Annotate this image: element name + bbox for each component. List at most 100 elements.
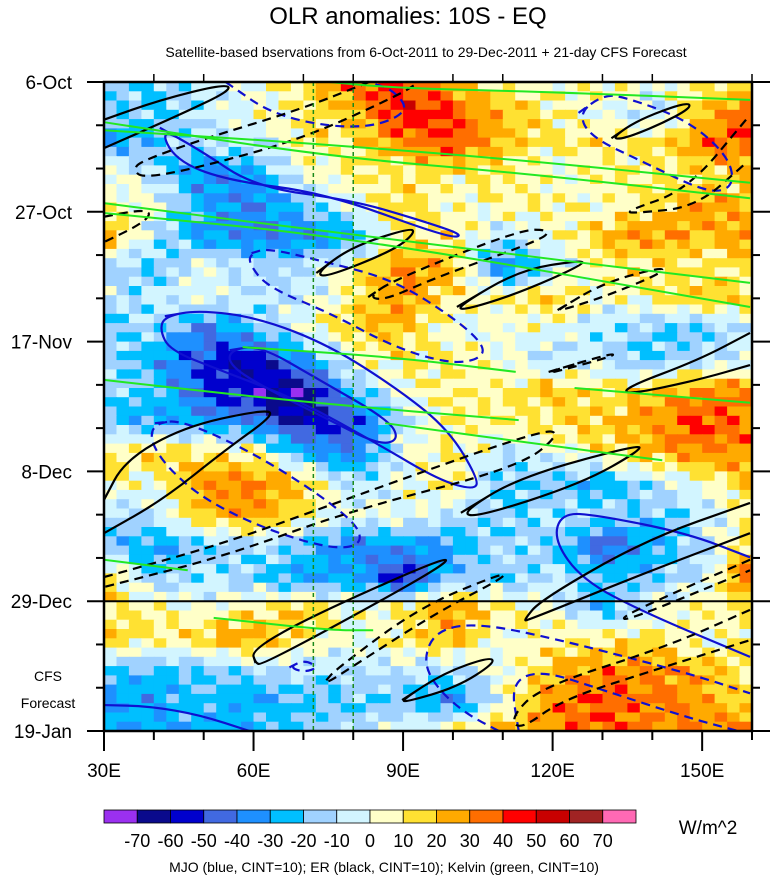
olr-cell — [378, 406, 392, 417]
olr-cell — [228, 499, 242, 510]
olr-cell — [452, 527, 466, 537]
olr-cell — [365, 462, 379, 472]
olr-cell — [540, 258, 554, 269]
olr-cell — [565, 452, 579, 463]
olr-cell — [278, 415, 292, 426]
olr-cell — [340, 517, 354, 528]
olr-cell — [328, 647, 342, 658]
olr-cell — [116, 276, 130, 287]
olr-cell — [365, 536, 379, 547]
olr-cell — [590, 712, 604, 723]
olr-cell — [216, 712, 230, 723]
olr-cell — [216, 109, 230, 120]
olr-cell — [452, 656, 466, 667]
olr-cell — [328, 462, 342, 472]
olr-cell — [141, 564, 155, 574]
olr-cell — [428, 480, 442, 491]
olr-cell — [565, 656, 579, 667]
olr-cell — [440, 508, 454, 519]
olr-cell — [228, 517, 242, 528]
olr-cell — [390, 471, 404, 482]
olr-cell — [403, 304, 417, 315]
olr-cell — [577, 156, 591, 167]
olr-cell — [627, 499, 641, 510]
olr-cell — [116, 703, 130, 714]
olr-cell — [178, 378, 192, 389]
olr-cell — [340, 684, 354, 695]
olr-cell — [203, 434, 217, 445]
olr-cell — [490, 601, 504, 612]
olr-cell — [727, 425, 741, 435]
olr-cell — [527, 573, 541, 584]
olr-cell — [328, 360, 342, 370]
olr-cell — [303, 480, 317, 491]
olr-cell — [465, 202, 479, 213]
olr-cell — [178, 100, 192, 111]
olr-cell — [590, 304, 604, 315]
olr-cell — [315, 462, 329, 472]
olr-cell — [739, 258, 753, 269]
olr-cell — [465, 313, 479, 324]
olr-cell — [116, 601, 130, 612]
olr-cell — [590, 174, 604, 185]
olr-cell — [278, 91, 292, 102]
kelvin-contour-positive — [103, 129, 751, 184]
olr-cell — [166, 545, 180, 556]
olr-cell — [365, 146, 379, 157]
olr-cell — [340, 184, 354, 194]
olr-cell — [315, 341, 329, 352]
olr-cell — [465, 573, 479, 584]
olr-cell — [565, 397, 579, 408]
olr-cell — [627, 721, 641, 732]
olr-cell — [390, 202, 404, 213]
olr-cell — [166, 610, 180, 621]
olr-cell — [365, 221, 379, 231]
olr-cell — [465, 137, 479, 148]
olr-cell — [178, 471, 192, 482]
olr-cell — [627, 82, 641, 92]
olr-cell — [303, 341, 317, 352]
olr-cell — [627, 304, 641, 315]
olr-cell — [490, 591, 504, 602]
olr-cell — [490, 684, 504, 695]
olr-cell — [266, 397, 280, 408]
olr-cell — [702, 230, 716, 241]
olr-cell — [266, 258, 280, 269]
olr-cell — [452, 610, 466, 621]
olr-cell — [540, 295, 554, 306]
olr-cell — [452, 545, 466, 556]
olr-cell — [216, 174, 230, 185]
olr-cell — [428, 295, 442, 306]
olr-cell — [540, 582, 554, 593]
olr-cell — [452, 619, 466, 630]
olr-cell — [677, 601, 691, 612]
olr-cell — [677, 82, 691, 92]
olr-cell — [203, 276, 217, 287]
olr-cell — [714, 295, 728, 306]
olr-cell — [452, 174, 466, 185]
olr-cell — [590, 388, 604, 398]
olr-cell — [178, 211, 192, 222]
olr-cell — [590, 703, 604, 714]
olr-cell — [328, 656, 342, 667]
olr-cell — [702, 100, 716, 111]
olr-cell — [203, 239, 217, 250]
olr-cell — [403, 517, 417, 528]
olr-cell — [191, 666, 205, 676]
olr-cell — [290, 248, 304, 259]
olr-cell — [365, 564, 379, 574]
olr-cell — [664, 582, 678, 593]
olr-cell — [502, 517, 516, 528]
olr-cell — [390, 276, 404, 287]
olr-cell — [178, 267, 192, 278]
olr-cell — [565, 295, 579, 306]
olr-cell — [702, 286, 716, 296]
olr-cell — [116, 647, 130, 658]
olr-cell — [153, 258, 167, 269]
olr-cell — [216, 323, 230, 333]
olr-cell — [191, 452, 205, 463]
olr-cell — [440, 721, 454, 732]
olr-cell — [166, 258, 180, 269]
olr-cell — [241, 721, 255, 732]
olr-cell — [203, 341, 217, 352]
